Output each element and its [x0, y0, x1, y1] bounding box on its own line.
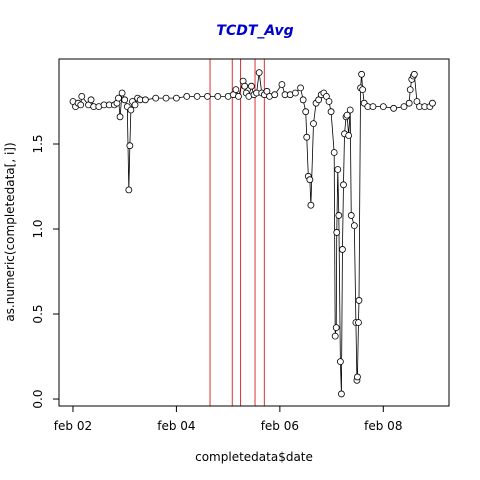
- y-axis-label: as.numeric(completedata[, i]): [3, 142, 17, 321]
- data-point: [241, 82, 249, 90]
- data-point: [331, 332, 339, 340]
- data-point: [204, 93, 211, 100]
- data-point: [299, 96, 307, 104]
- data-point: [115, 94, 122, 102]
- data-point: [77, 101, 85, 109]
- y-tick-label: 0.5: [31, 304, 45, 323]
- x-tick-label: feb 08: [364, 419, 402, 433]
- data-point: [340, 181, 347, 189]
- data-point: [334, 166, 342, 173]
- data-point: [127, 106, 135, 114]
- data-point: [343, 111, 351, 119]
- y-tick-label: 0.0: [31, 389, 45, 408]
- data-point: [369, 103, 377, 111]
- data-point: [131, 101, 139, 109]
- data-point: [325, 98, 333, 105]
- data-point: [347, 212, 355, 219]
- data-point: [390, 104, 398, 112]
- data-point: [338, 390, 345, 398]
- data-point: [162, 94, 170, 102]
- data-point: [173, 94, 180, 102]
- data-point: [405, 99, 413, 107]
- data-point: [193, 93, 201, 100]
- data-point: [235, 93, 242, 100]
- data-point: [359, 86, 367, 94]
- data-point: [345, 132, 353, 139]
- data-point: [125, 186, 133, 194]
- data-point: [350, 222, 358, 230]
- data-point: [355, 319, 362, 326]
- data-line: [72, 72, 433, 394]
- data-point: [297, 84, 304, 92]
- data-point: [116, 113, 124, 121]
- data-point: [355, 297, 363, 304]
- data-point: [410, 70, 418, 78]
- x-tick-label: feb 04: [157, 419, 195, 433]
- data-point: [183, 93, 191, 100]
- data-point: [152, 94, 160, 102]
- data-point: [358, 70, 365, 78]
- data-point: [303, 133, 311, 141]
- data-point: [232, 86, 240, 94]
- data-point: [346, 106, 354, 114]
- data-point: [278, 81, 286, 88]
- plot-frame: [58, 58, 450, 407]
- x-axis-label: completedata$date: [195, 450, 313, 464]
- data-point: [291, 89, 299, 97]
- data-point: [87, 96, 95, 104]
- data-point: [141, 96, 149, 104]
- data-point: [255, 69, 263, 77]
- x-tick-label: feb 02: [54, 419, 92, 433]
- data-point: [429, 99, 436, 107]
- y-tick-label: 1.0: [31, 219, 45, 238]
- y-tick-label: 1.5: [31, 134, 45, 153]
- data-point: [336, 358, 344, 366]
- data-point: [118, 89, 126, 97]
- x-tick-label: feb 06: [261, 419, 299, 433]
- data-point: [302, 108, 310, 116]
- data-point: [406, 86, 414, 94]
- data-point: [310, 120, 317, 128]
- data-point: [400, 103, 408, 111]
- data-point: [78, 93, 86, 100]
- data-point: [307, 201, 315, 209]
- data-point: [126, 142, 134, 150]
- data-point: [335, 212, 343, 219]
- data-point: [333, 229, 341, 236]
- data-point: [379, 103, 387, 111]
- data-point: [332, 324, 340, 332]
- data-point: [248, 82, 255, 90]
- data-point: [214, 93, 222, 100]
- data-point: [330, 149, 338, 156]
- data-point: [121, 96, 129, 104]
- data-point: [327, 108, 335, 116]
- data-point: [354, 373, 361, 381]
- data-point: [306, 176, 314, 184]
- data-point: [271, 91, 279, 99]
- data-point: [339, 246, 346, 253]
- chart-title: TCDT_Avg: [216, 23, 293, 39]
